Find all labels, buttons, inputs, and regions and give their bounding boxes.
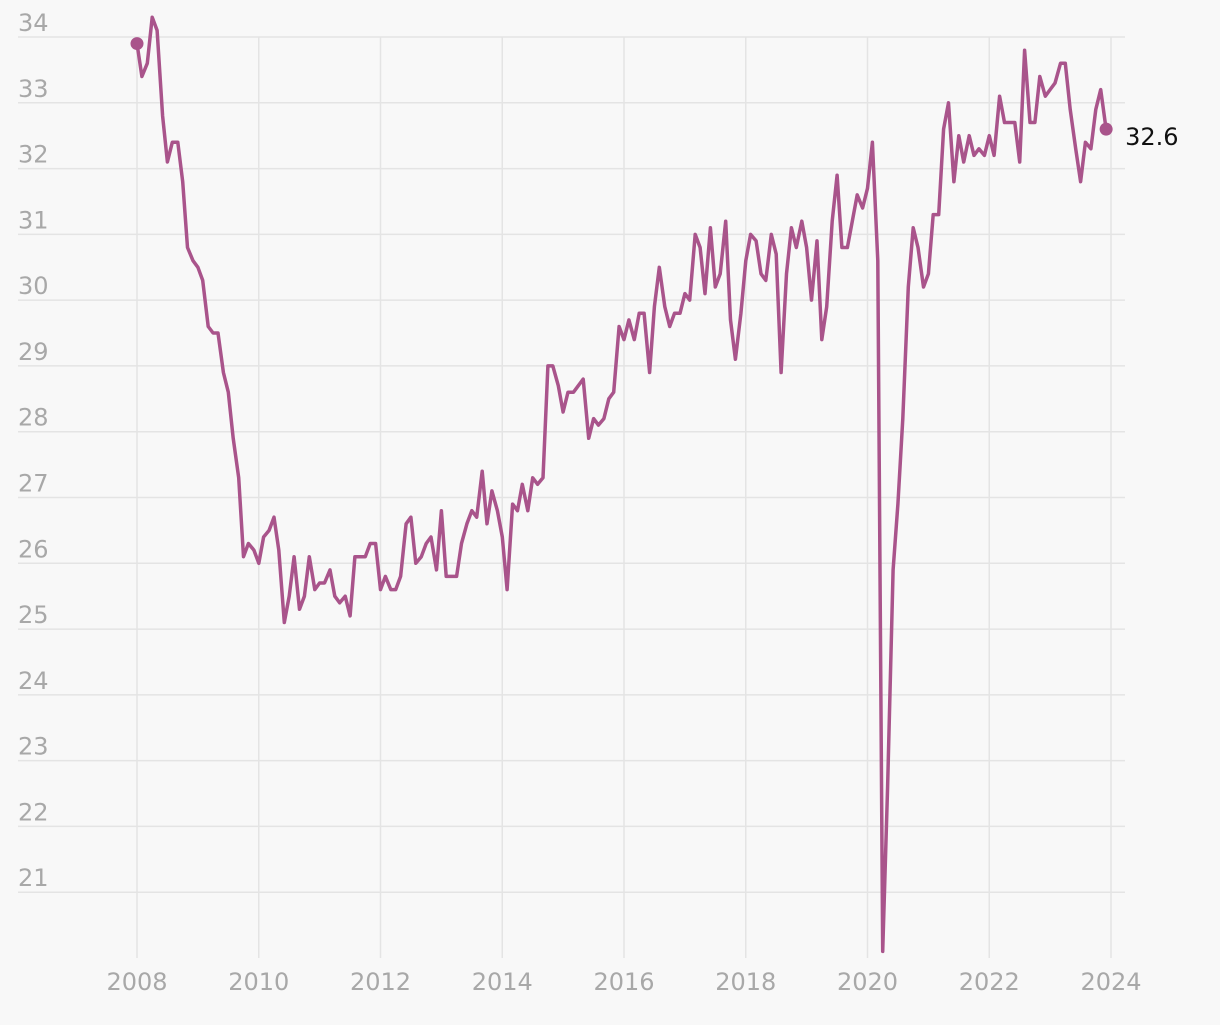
x-tick-label: 2010 [228,968,289,996]
series-end-point [1099,122,1113,136]
x-tick-label: 2024 [1080,968,1141,996]
y-tick-label: 32 [18,141,49,169]
x-tick-label: 2012 [350,968,411,996]
horizontal-gridlines [18,36,1125,893]
y-tick-label: 29 [18,338,49,366]
x-tick-label: 2020 [837,968,898,996]
y-tick-label: 26 [18,535,49,563]
x-axis-tick-labels: 2008 2010 2012 2014 2016 2018 2020 2022 2024 [106,968,1141,996]
y-tick-label: 22 [18,798,49,826]
y-tick-label: 21 [18,864,49,892]
y-tick-label: 31 [18,206,49,234]
x-tick-label: 2016 [593,968,654,996]
y-tick-label: 30 [18,272,49,300]
x-tick-label: 2008 [106,968,167,996]
y-tick-label: 25 [18,601,49,629]
y-axis-tick-labels: 34 33 32 31 30 29 28 27 26 25 24 23 22 21 [18,9,49,892]
series-line [135,15,1108,954]
y-tick-label: 33 [18,75,49,103]
y-tick-label: 28 [18,404,49,432]
y-tick-label: 24 [18,667,49,695]
y-tick-label: 23 [18,733,49,761]
y-tick-label: 27 [18,470,49,498]
end-value-label: 32.6 [1125,123,1178,151]
y-tick-label: 34 [18,9,49,37]
x-tick-label: 2018 [715,968,776,996]
x-tick-label: 2022 [959,968,1020,996]
x-tick-label: 2014 [472,968,533,996]
series-start-point [130,37,144,51]
